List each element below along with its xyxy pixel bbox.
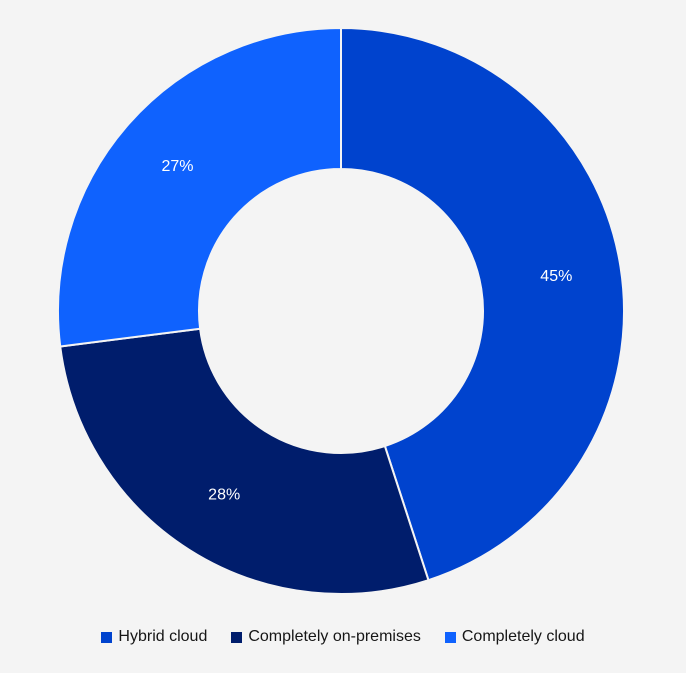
legend-item-completely-cloud: Completely cloud xyxy=(444,628,585,646)
legend-label-completely-on-premises: Completely on-premises xyxy=(248,628,421,645)
donut-plot-area: 45% 28% 27% xyxy=(57,26,625,595)
legend-swatch-completely-on-premises xyxy=(231,631,243,643)
slice-label-hybrid-cloud: 45% xyxy=(540,268,572,285)
slice-label-completely-on-premises: 28% xyxy=(208,486,240,503)
legend-label-completely-cloud: Completely cloud xyxy=(461,628,585,645)
legend-item-completely-on-premises: Completely on-premises xyxy=(231,628,421,646)
slice-label-completely-cloud: 27% xyxy=(161,158,193,175)
legend-swatch-completely-cloud xyxy=(444,631,456,643)
slice-completely-cloud xyxy=(57,26,342,348)
chart-legend: Hybrid cloud Completely on-premises Comple… xyxy=(0,628,686,646)
legend-item-hybrid-cloud: Hybrid cloud xyxy=(101,628,207,646)
slice-completely-on-premises xyxy=(59,327,430,595)
legend-label-hybrid-cloud: Hybrid cloud xyxy=(118,628,208,645)
legend-swatch-hybrid-cloud xyxy=(101,631,113,643)
slice-hybrid-cloud xyxy=(340,26,625,582)
